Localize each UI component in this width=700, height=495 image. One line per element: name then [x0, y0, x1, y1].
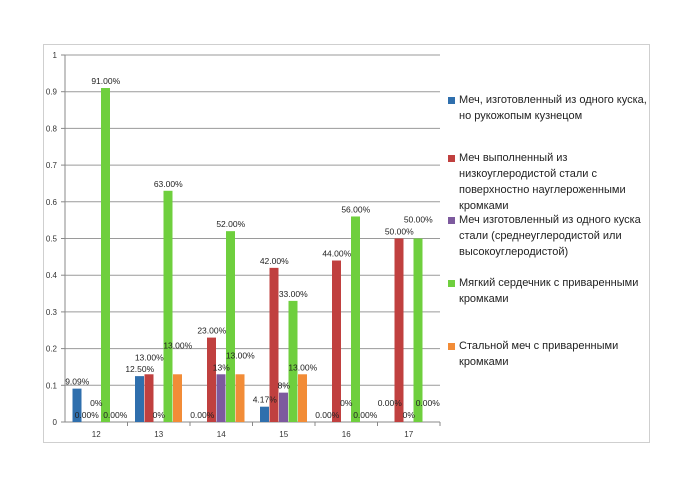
data-label: 0.00% [315, 410, 340, 420]
bar [216, 374, 226, 422]
data-label: 9.09% [65, 377, 90, 387]
y-tick-label: 0.5 [46, 235, 58, 244]
data-label: 0% [403, 410, 416, 420]
data-label: 33.00% [279, 289, 308, 299]
legend-item: Мягкий сердечник с приваренными кромками [448, 275, 648, 307]
data-label: 0% [340, 398, 353, 408]
data-label: 0% [153, 410, 166, 420]
bar [269, 267, 279, 422]
chart-frame [43, 44, 650, 443]
data-label: 91.00% [91, 76, 120, 86]
bar [207, 337, 216, 422]
bar [351, 216, 360, 422]
legend-item: Меч, изготовленный из одного куска, но р… [448, 92, 648, 124]
legend-label: Стальной меч с приваренными кромками [459, 340, 619, 368]
y-tick-label: 0 [53, 418, 58, 427]
data-label: 0.00% [190, 410, 215, 420]
y-tick-label: 0.6 [46, 198, 58, 207]
y-tick-label: 0.7 [46, 161, 58, 170]
data-label: 8% [278, 381, 291, 391]
data-label: 12.50% [125, 364, 154, 374]
bar [394, 238, 404, 422]
data-label: 13.00% [226, 350, 255, 360]
data-label: 0% [90, 398, 103, 408]
data-label: 50.00% [385, 227, 414, 237]
y-tick-label: 0.2 [46, 345, 58, 354]
bar [163, 190, 173, 422]
data-label: 52.00% [216, 219, 245, 229]
y-tick-label: 0.8 [46, 124, 58, 133]
bar [135, 376, 144, 422]
y-tick-label: 1 [53, 51, 58, 60]
data-label: 44.00% [322, 249, 351, 259]
x-tick-label: 13 [154, 430, 163, 439]
data-label: 13.00% [135, 352, 164, 362]
data-label: 63.00% [154, 179, 183, 189]
y-tick-label: 0.3 [46, 308, 58, 317]
data-label: 13% [213, 362, 230, 372]
legend-item: Стальной меч с приваренными кромками [448, 338, 648, 370]
data-label: 56.00% [341, 204, 370, 214]
data-label: 0.00% [353, 410, 378, 420]
data-label: 23.00% [197, 326, 226, 336]
legend-label: Меч выполненный из низкоуглеродистой ста… [459, 152, 626, 212]
legend-swatch [448, 155, 455, 162]
legend-swatch [448, 217, 455, 224]
data-label: 0.00% [103, 410, 128, 420]
x-tick-label: 15 [279, 430, 288, 439]
legend-label: Меч изготовленный из одного куска стали … [459, 214, 641, 258]
bar [226, 231, 235, 422]
y-tick-label: 0.1 [46, 381, 58, 390]
bar [260, 406, 269, 422]
bar [144, 374, 154, 422]
bar [235, 374, 245, 422]
data-label: 0.00% [75, 410, 100, 420]
legend-swatch [448, 280, 455, 287]
x-tick-label: 14 [217, 430, 226, 439]
data-label: 0.00% [416, 398, 441, 408]
data-label: 4.17% [253, 395, 278, 405]
legend-swatch [448, 97, 455, 104]
data-label: 13.00% [288, 362, 317, 372]
x-tick-label: 12 [92, 430, 101, 439]
legend-label: Меч, изготовленный из одного куска, но р… [459, 94, 647, 122]
legend-swatch [448, 343, 455, 350]
bar [279, 392, 288, 422]
legend-item: Меч выполненный из низкоуглеродистой ста… [448, 150, 648, 214]
data-label: 50.00% [404, 215, 433, 225]
bar [288, 300, 298, 422]
x-tick-label: 16 [342, 430, 351, 439]
legend-label: Мягкий сердечник с приваренными кромками [459, 277, 639, 305]
bar [298, 374, 307, 422]
y-tick-label: 0.9 [46, 88, 58, 97]
data-label: 0.00% [378, 398, 403, 408]
bar [173, 374, 182, 422]
data-label: 13.00% [163, 340, 192, 350]
x-tick-label: 17 [404, 430, 413, 439]
bar [72, 388, 82, 422]
bar [413, 238, 423, 422]
bar [101, 88, 110, 422]
data-label: 42.00% [260, 256, 289, 266]
y-tick-label: 0.4 [46, 271, 58, 280]
bar [332, 260, 341, 422]
legend-item: Меч изготовленный из одного куска стали … [448, 212, 648, 260]
